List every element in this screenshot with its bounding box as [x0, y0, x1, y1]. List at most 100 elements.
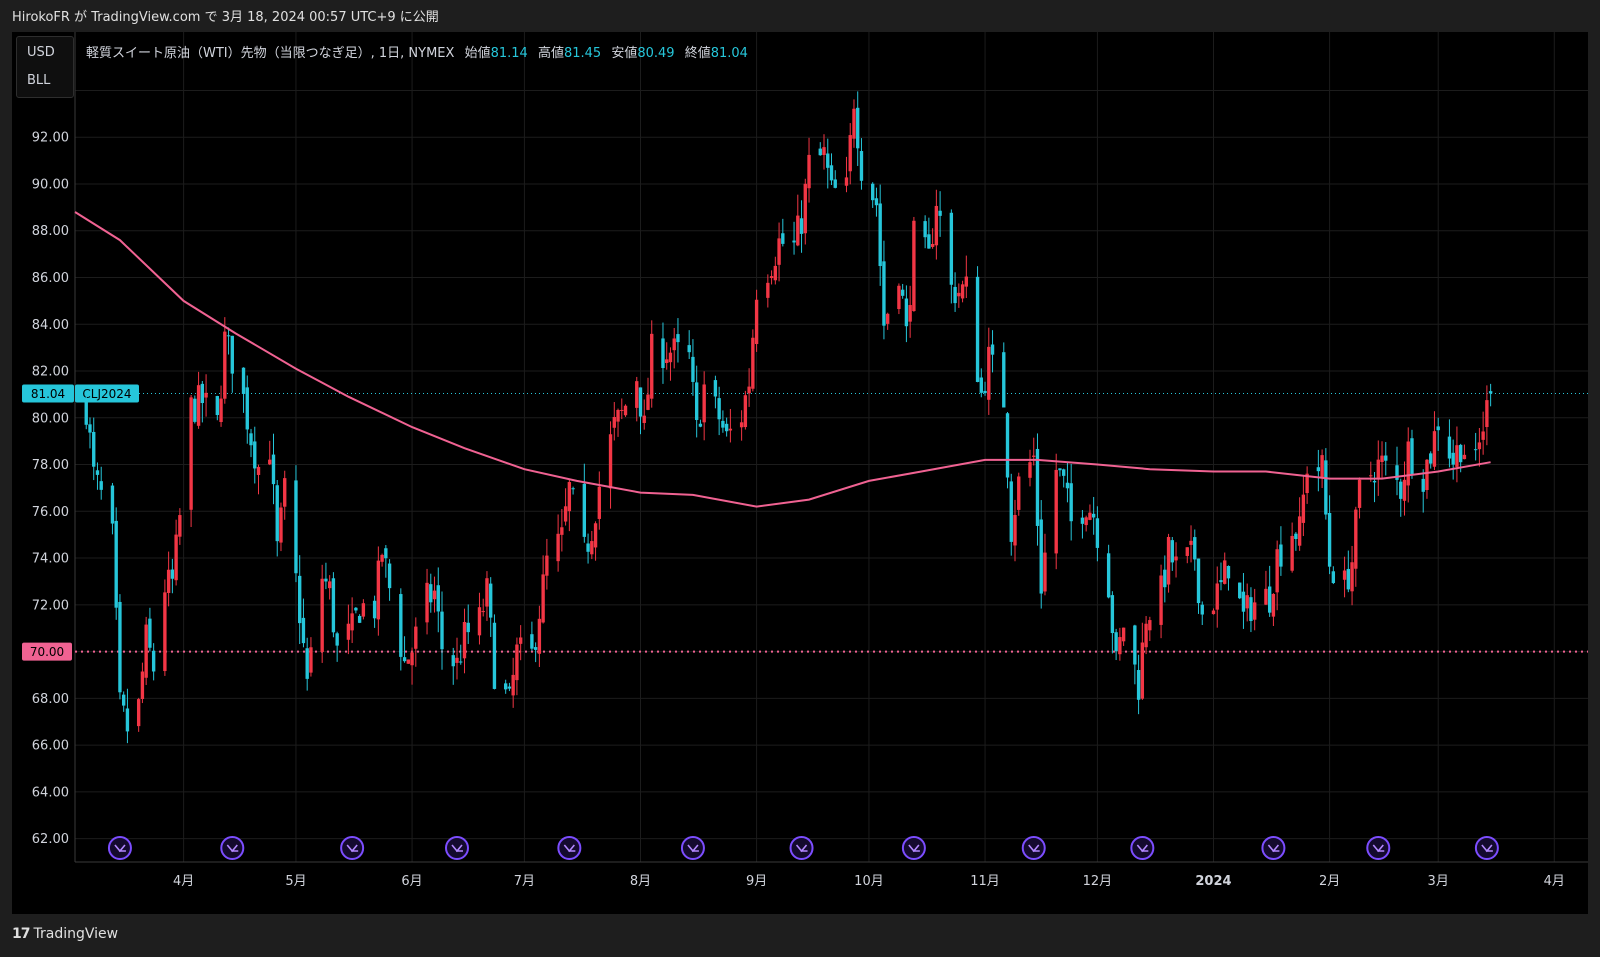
candle — [1065, 462, 1070, 503]
tradingview-icon: 17 — [12, 926, 31, 942]
unit-label[interactable]: BLL — [27, 73, 51, 88]
event-marker-circle — [220, 836, 245, 860]
candle — [739, 410, 744, 441]
candle-body — [1455, 445, 1459, 467]
candle-body — [399, 594, 403, 657]
currency-label[interactable]: USD — [27, 45, 55, 60]
candle-body — [1032, 455, 1036, 457]
candle — [518, 625, 523, 661]
candle-body — [885, 313, 890, 324]
price-chart[interactable]: 62.00 64.00 66.00 68.00 70.00 72.00 74.00 76.00… — [12, 32, 1588, 914]
candle — [335, 631, 339, 662]
x-tick-label: 9月 — [746, 874, 767, 889]
candle-body — [612, 417, 616, 428]
candle — [766, 274, 770, 308]
candle-body — [900, 289, 905, 296]
candle — [324, 562, 328, 590]
unit-selector[interactable]: USD BLL — [16, 36, 74, 98]
candle — [503, 679, 508, 694]
candle-body — [320, 578, 324, 652]
candle-body — [204, 392, 208, 398]
candle — [751, 329, 755, 392]
candle-body — [1035, 448, 1040, 526]
event-marker-icon — [557, 836, 582, 860]
y-tick-label: 84.00 — [32, 318, 69, 333]
candle — [642, 399, 646, 430]
candle-body — [1166, 536, 1171, 585]
candle-body — [1350, 562, 1354, 592]
event-marker-glyph — [1136, 844, 1149, 853]
y-tick-label: 62.00 — [32, 832, 69, 847]
candle-body — [1369, 475, 1373, 477]
candle — [294, 465, 298, 583]
candle-body — [1432, 431, 1437, 467]
y-tick-label: 72.00 — [32, 598, 69, 613]
candle-body — [298, 575, 302, 624]
candle — [1185, 547, 1189, 564]
candle-body — [1121, 627, 1126, 642]
candle-body — [1477, 442, 1482, 450]
candle — [1473, 432, 1478, 461]
candle — [1297, 497, 1302, 551]
candle — [878, 184, 882, 286]
candle-body — [196, 385, 201, 426]
candle — [230, 335, 234, 393]
event-marker-circle — [557, 836, 582, 860]
candle — [1084, 515, 1088, 532]
event-marker-glyph — [1028, 844, 1040, 853]
candle — [1140, 622, 1145, 700]
candle-body — [541, 574, 545, 623]
candle — [620, 398, 624, 420]
candle — [833, 170, 837, 189]
candle — [930, 228, 935, 249]
candle-body — [1294, 533, 1298, 539]
candle-body — [410, 652, 414, 666]
candle-body — [1148, 620, 1152, 631]
candle-body — [1320, 455, 1324, 478]
candle-body — [1062, 469, 1066, 476]
candle — [848, 123, 852, 185]
event-marker-circle — [1130, 836, 1155, 860]
candle-body — [1114, 632, 1118, 652]
x-tick-label: 7月 — [514, 874, 535, 889]
candle-body — [1372, 480, 1377, 483]
candle-body — [380, 554, 384, 562]
candle-body — [1091, 513, 1096, 518]
candle — [897, 283, 901, 315]
candle — [241, 367, 246, 413]
symbol-description[interactable]: 軽質スイート原油（WTI）先物（当限つなぎ足）, 1日, NYMEX — [86, 46, 455, 61]
chart-pane[interactable]: 62.00 64.00 66.00 68.00 70.00 72.00 74.00 76.00… — [12, 32, 1588, 914]
candle — [166, 551, 171, 607]
candle — [1253, 588, 1257, 631]
candle-body — [1279, 544, 1283, 567]
candle — [1342, 556, 1347, 598]
candle — [440, 591, 444, 670]
candle-body — [1380, 455, 1384, 463]
candle-body — [1451, 452, 1455, 465]
candle — [829, 153, 834, 185]
candle — [676, 318, 680, 363]
horizontal-line-label-bg — [22, 642, 72, 661]
candle-body — [799, 218, 804, 234]
candle — [1189, 525, 1193, 563]
tradingview-logo[interactable]: 17 TradingView — [12, 926, 118, 942]
event-marker-circle — [901, 836, 926, 860]
candle — [874, 187, 879, 217]
candle — [597, 471, 601, 530]
candle-body — [1065, 482, 1070, 489]
candle-body — [241, 367, 246, 394]
candle-body — [620, 409, 624, 411]
candle-body — [1425, 459, 1429, 491]
open-value: 81.14 — [490, 46, 528, 61]
candle-body — [1421, 478, 1425, 492]
candle-body — [114, 520, 118, 608]
x-tick-label: 3月 — [1428, 874, 1449, 889]
event-marker-icon — [1474, 836, 1499, 860]
candle-body — [728, 428, 733, 431]
candle-body — [327, 581, 332, 589]
event-marker-icon — [444, 836, 469, 860]
event-marker-glyph — [451, 844, 463, 853]
candle-body — [930, 243, 935, 247]
candle-body — [537, 618, 542, 654]
candle — [717, 386, 721, 436]
